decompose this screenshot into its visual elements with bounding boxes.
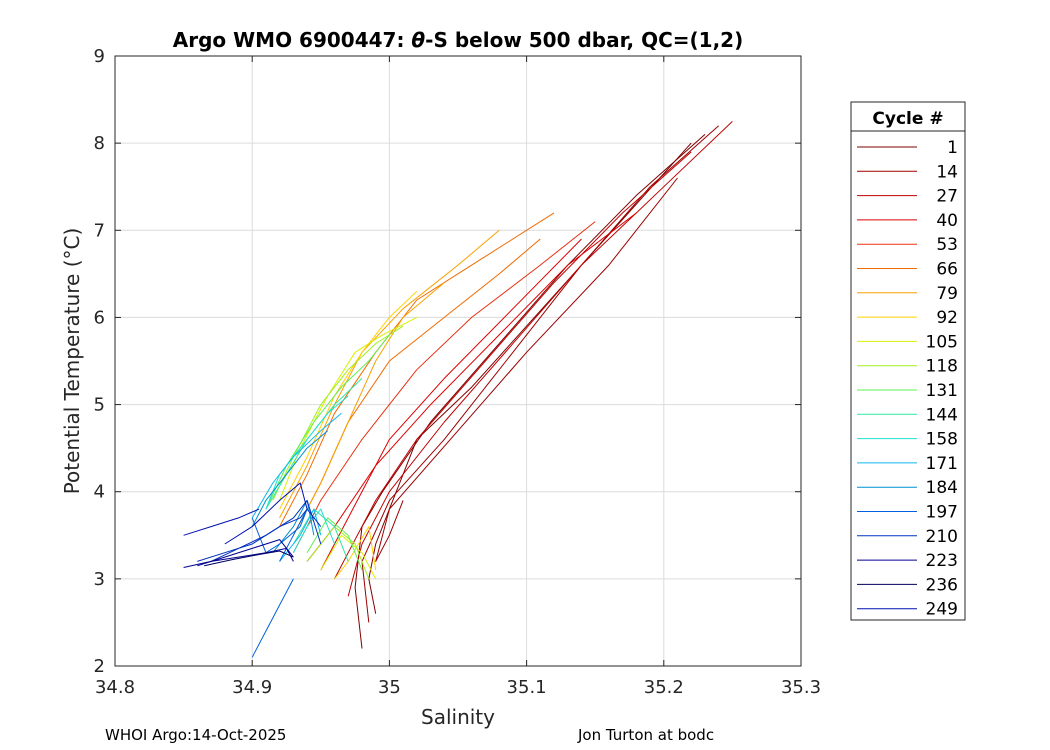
- legend-entry-label: 118: [926, 357, 958, 377]
- legend-entry-label: 171: [926, 454, 958, 474]
- legend-entry-label: 210: [926, 527, 958, 547]
- x-tick-label: 35.3: [781, 677, 821, 698]
- legend-entries: 1 14 27 40 53 66 79 92 105 118 131 144 158 171 184 197 2…: [857, 138, 958, 620]
- y-tick-label: 2: [94, 656, 105, 677]
- series-layer: [183, 121, 733, 658]
- plot-area: 34.8 34.9 35 35.1 35.2 35.3 2 3 4 5 6 7 8 9: [94, 46, 821, 698]
- profile-line-18: [272, 325, 404, 501]
- legend-entry-label: 197: [926, 503, 958, 523]
- profile-line-4: [347, 121, 733, 597]
- legend-entry-label: 131: [926, 381, 958, 401]
- profile-line-23: [265, 395, 349, 510]
- plot-background: [115, 56, 801, 666]
- legend-entry-label: 66: [936, 260, 958, 280]
- y-tick-label: 9: [94, 46, 105, 67]
- profile-line-30: [251, 578, 294, 658]
- legend-entry-label: 158: [926, 430, 958, 450]
- x-axis-label: Salinity: [421, 705, 495, 729]
- x-tick-label: 34.9: [232, 677, 272, 698]
- legend-box: [850, 101, 966, 621]
- profile-line-1: [354, 134, 706, 649]
- y-tick-label: 6: [94, 307, 105, 328]
- profile-line-37: [224, 482, 308, 545]
- profile-line-28: [272, 499, 315, 554]
- y-tick-label: 7: [94, 220, 105, 241]
- y-tick-label: 3: [94, 569, 105, 590]
- chart-title: Argo WMO 6900447: θ-S below 500 dbar, QC…: [173, 28, 743, 52]
- legend: Cycle # 1 14 27 40 53 66 79 92 105 118 131 144 158 17…: [850, 101, 966, 621]
- x-tick-label: 35.2: [644, 677, 684, 698]
- profile-line-12: [292, 282, 445, 536]
- footer-credit-left: WHOI Argo:14-Oct-2025: [105, 726, 287, 744]
- profile-line-2: [361, 125, 720, 623]
- legend-title: Cycle #: [872, 109, 943, 129]
- legend-entry-label: 1: [947, 138, 958, 158]
- y-tick-label: 5: [94, 395, 105, 416]
- legend-entry-label: 40: [936, 211, 958, 231]
- plot-frame: [114, 55, 802, 667]
- y-axis-label: Potential Temperature (°C): [60, 228, 84, 495]
- legend-entry-label: 14: [936, 162, 958, 182]
- profile-line-25: [251, 412, 342, 519]
- profile-line-35: [204, 550, 294, 567]
- legend-entry-label: 223: [926, 551, 958, 571]
- legend-entry-label: 144: [926, 405, 958, 425]
- y-tick-label: 4: [94, 482, 105, 503]
- profile-line-27: [251, 430, 329, 527]
- legend-entry-label: 105: [926, 332, 958, 352]
- profile-line-14: [279, 290, 418, 510]
- x-tick-label: 34.8: [95, 677, 135, 698]
- legend-entry-label: 79: [936, 284, 958, 304]
- profile-line-13: [334, 526, 377, 580]
- profile-line-32: [210, 499, 322, 562]
- profile-line-8: [292, 221, 596, 553]
- profile-line-36: [183, 508, 260, 536]
- legend-entry-label: 27: [936, 187, 958, 207]
- legend-entry-label: 92: [936, 308, 958, 328]
- legend-entry-label: 236: [926, 575, 958, 595]
- axis-ticks: 34.8 34.9 35 35.1 35.2 35.3 2 3 4 5 6 7 8 9: [94, 46, 821, 698]
- profile-line-5: [334, 151, 692, 580]
- legend-entry-label: 184: [926, 478, 958, 498]
- footer-credit-right: Jon Turton at bodc: [578, 726, 715, 744]
- legend-entry-label: 249: [926, 600, 958, 620]
- profile-line-34: [197, 539, 294, 567]
- profile-line-3: [375, 177, 678, 562]
- y-tick-label: 8: [94, 133, 105, 154]
- profile-line-20: [265, 334, 390, 510]
- legend-entry-label: 53: [936, 235, 958, 255]
- profile-line-19: [306, 517, 363, 571]
- profile-line-7: [320, 238, 582, 571]
- x-tick-label: 35.1: [507, 677, 547, 698]
- x-tick-label: 35: [378, 677, 401, 698]
